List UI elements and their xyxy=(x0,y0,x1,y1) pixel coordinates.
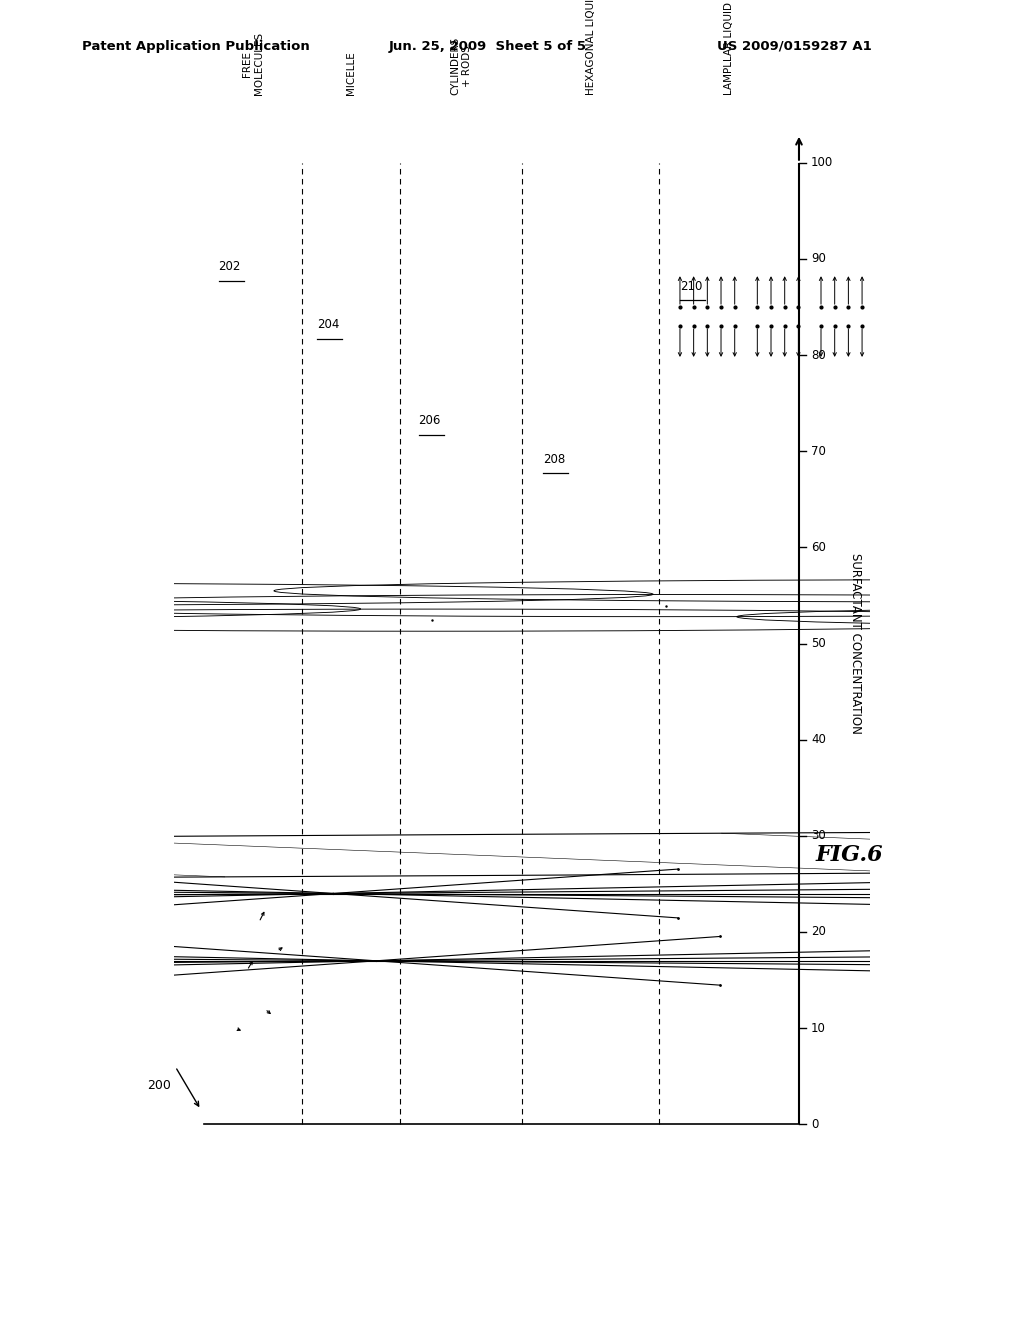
Text: FREE
MOLECULES: FREE MOLECULES xyxy=(242,32,264,95)
Text: 30: 30 xyxy=(811,829,825,842)
Text: 60: 60 xyxy=(811,541,825,554)
Text: 40: 40 xyxy=(811,733,825,746)
Text: 0: 0 xyxy=(811,1118,818,1131)
Text: 50: 50 xyxy=(811,638,825,649)
Text: 204: 204 xyxy=(316,318,339,331)
Text: 80: 80 xyxy=(811,348,825,362)
Text: 10: 10 xyxy=(811,1022,825,1035)
Text: 90: 90 xyxy=(811,252,825,265)
Text: CYLINDERS
+ RODS: CYLINDERS + RODS xyxy=(450,37,472,95)
Text: SURFACTANT CONCENTRATION: SURFACTANT CONCENTRATION xyxy=(849,553,862,734)
Text: 70: 70 xyxy=(811,445,825,458)
Text: MICELLE: MICELLE xyxy=(346,51,356,95)
Text: 20: 20 xyxy=(811,925,825,939)
Text: Patent Application Publication: Patent Application Publication xyxy=(82,40,309,53)
Text: Jun. 25, 2009  Sheet 5 of 5: Jun. 25, 2009 Sheet 5 of 5 xyxy=(389,40,587,53)
Text: 100: 100 xyxy=(811,156,834,169)
Text: 208: 208 xyxy=(543,453,565,466)
Text: LAMPLLAR LIQUID CRYSTAL: LAMPLLAR LIQUID CRYSTAL xyxy=(724,0,734,95)
Text: US 2009/0159287 A1: US 2009/0159287 A1 xyxy=(717,40,871,53)
Text: 206: 206 xyxy=(419,414,441,428)
Text: 200: 200 xyxy=(147,1080,171,1093)
Text: 210: 210 xyxy=(680,280,702,293)
Text: FIG.6: FIG.6 xyxy=(816,843,884,866)
Text: HEXAGONAL LIQUID CRYSTAL: HEXAGONAL LIQUID CRYSTAL xyxy=(586,0,596,95)
Text: 202: 202 xyxy=(218,260,241,273)
